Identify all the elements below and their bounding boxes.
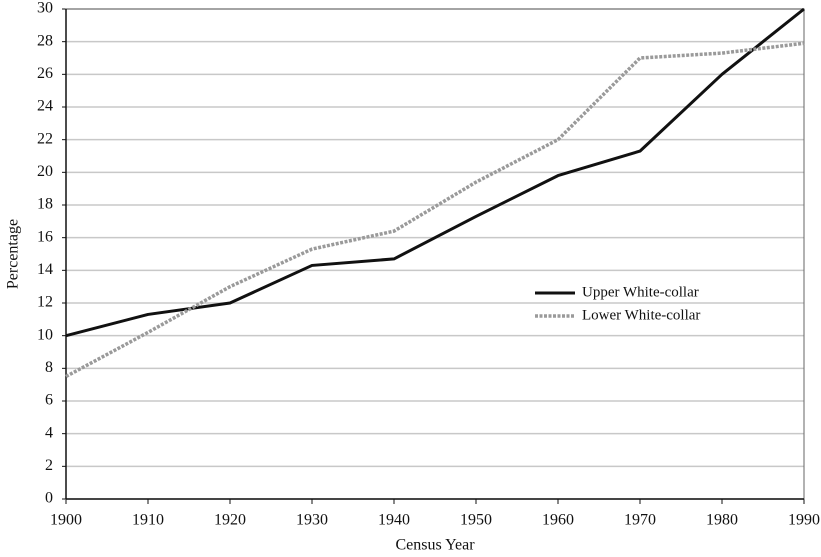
y-tick-label: 28	[37, 32, 53, 49]
y-tick-label: 8	[45, 359, 53, 376]
y-tick-label: 24	[37, 98, 53, 115]
y-axis-label: Percentage	[5, 219, 22, 289]
y-tick-label: 12	[37, 294, 53, 311]
x-tick-label: 1910	[132, 512, 164, 529]
y-tick-label: 2	[45, 457, 53, 474]
x-tick-label: 1980	[706, 512, 738, 529]
x-tick-label: 1970	[624, 512, 656, 529]
y-tick-label: 26	[37, 65, 53, 82]
x-tick-label: 1920	[214, 512, 246, 529]
legend: Upper White-collar Lower White-collar	[535, 284, 700, 323]
x-tick-label: 1950	[460, 512, 492, 529]
y-tick-label: 4	[45, 424, 53, 441]
y-tick-label: 22	[37, 130, 53, 147]
plot-frame	[65, 8, 805, 500]
x-tick-label: 1960	[542, 512, 574, 529]
y-tick-label: 20	[37, 163, 53, 180]
x-tick-label: 1900	[50, 512, 82, 529]
y-tick-label: 14	[37, 261, 53, 278]
y-tick-label: 6	[45, 392, 53, 409]
y-tick-label: 30	[37, 0, 53, 17]
legend-label: Lower White-collar	[582, 307, 700, 323]
y-tick-label: 18	[37, 196, 53, 213]
x-tick-label: 1930	[296, 512, 328, 529]
y-tick-label: 16	[37, 228, 53, 245]
x-axis-label: Census Year	[395, 537, 475, 554]
x-tick-label: 1990	[788, 512, 820, 529]
y-tick-label: 10	[37, 326, 53, 343]
x-tick-label: 1940	[378, 512, 410, 529]
series-line	[65, 41, 805, 379]
y-tick-label: 0	[45, 490, 53, 507]
legend-label: Upper White-collar	[582, 284, 699, 300]
